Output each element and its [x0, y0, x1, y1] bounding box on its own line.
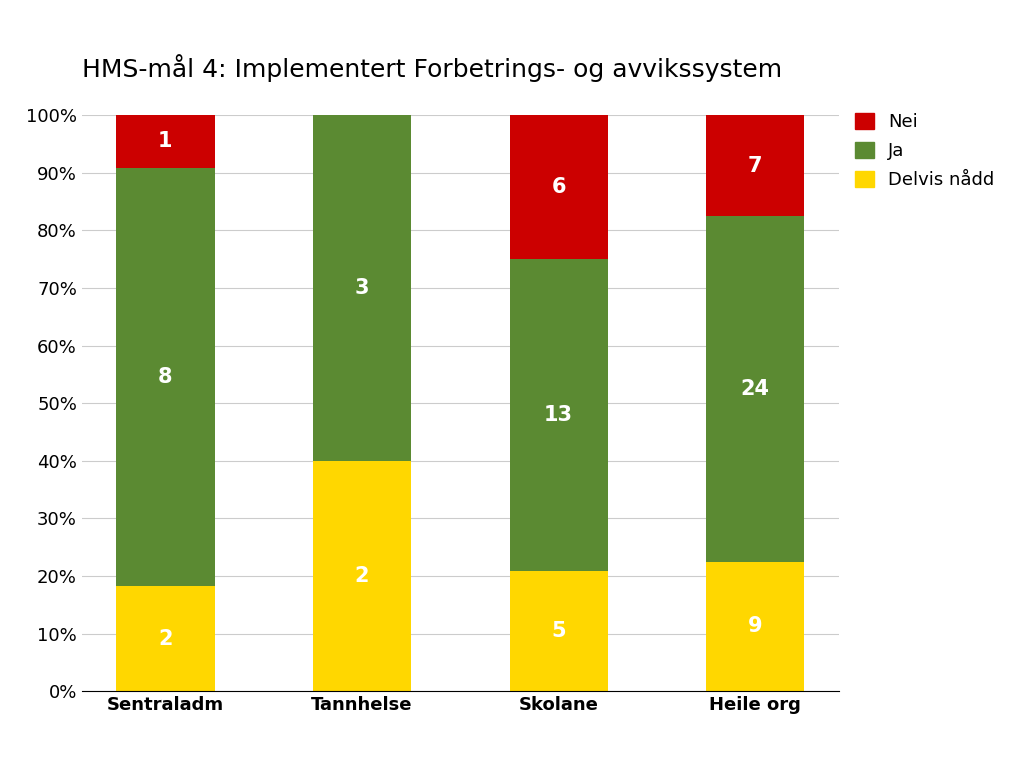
Text: 2: 2	[355, 566, 369, 586]
Text: 8: 8	[159, 367, 173, 387]
Legend: Nei, Ja, Delvis nådd: Nei, Ja, Delvis nådd	[855, 113, 994, 189]
Text: 2: 2	[159, 629, 173, 649]
Bar	[117, 167, 215, 587]
Bar	[117, 115, 215, 167]
Text: HMS-mål 4: Implementert Forbetrings- og avvikssystem: HMS-mål 4: Implementert Forbetrings- og …	[82, 54, 782, 81]
Text: 13: 13	[544, 406, 573, 425]
Bar	[706, 115, 804, 216]
Bar	[509, 571, 608, 691]
Bar	[706, 216, 804, 561]
Text: 3: 3	[355, 278, 369, 298]
Bar	[509, 260, 608, 571]
Text: 7: 7	[748, 156, 762, 176]
Bar	[117, 587, 215, 691]
Text: 6: 6	[551, 177, 566, 197]
Bar	[509, 115, 608, 260]
Bar	[313, 461, 411, 691]
Bar	[313, 115, 411, 461]
Text: 9: 9	[748, 617, 762, 637]
Bar	[706, 561, 804, 691]
Text: 5: 5	[551, 621, 566, 641]
Text: 24: 24	[741, 379, 769, 399]
Text: 1: 1	[159, 131, 173, 151]
